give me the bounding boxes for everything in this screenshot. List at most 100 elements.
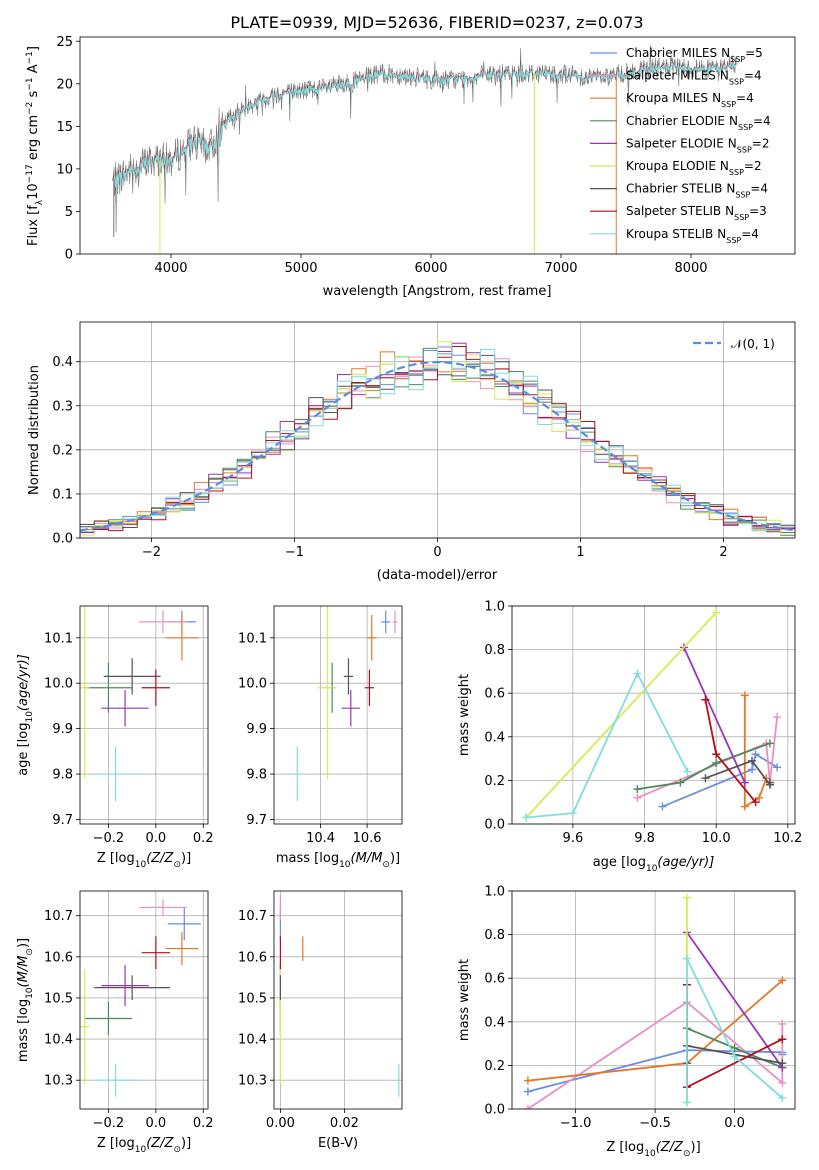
y-tick-label: 9.8	[52, 768, 73, 783]
plot-area	[290, 606, 398, 802]
mass-vs-metallicity-panel: −0.2 0.0 0.2 10.3 10.4 10.5 10.6 10.7 Z [log10(Z…	[16, 890, 214, 1155]
series-marker	[765, 739, 774, 748]
x-tick-label: 0.2	[193, 831, 214, 846]
y-tick-label: 10	[56, 162, 73, 177]
y-tick-label: 1.0	[484, 885, 505, 900]
y-tick-label: 0.6	[484, 972, 505, 987]
series-marker	[682, 893, 691, 902]
x-axis-label: (data-model)/error	[377, 568, 498, 583]
x-tick-label: −0.5	[639, 1116, 671, 1131]
legend-label: Salpeter MILES NSSP=4	[626, 69, 762, 87]
y-tick-label: 0.0	[52, 532, 73, 547]
x-axis-label: Z [log10(Z/Z⊙)]	[97, 1136, 191, 1155]
series-marker	[712, 750, 721, 759]
y-tick-label: 10.3	[238, 1074, 267, 1089]
series-marker	[712, 608, 721, 617]
series-line	[683, 647, 746, 783]
series-marker	[658, 802, 667, 811]
x-axis-label: mass [log10(M/M⊙)]	[276, 851, 400, 870]
series-line	[527, 1001, 784, 1109]
series-marker	[633, 785, 642, 794]
series-marker	[751, 798, 760, 807]
series-salpeter-elodie	[679, 643, 749, 787]
y-tick-label: 10.0	[44, 677, 73, 692]
errorbar-salpeter-stelib	[141, 936, 171, 970]
x-axis-label: age [log10(age/yr)]	[593, 855, 715, 874]
series-marker	[568, 809, 577, 818]
y-tick-label: 0.2	[484, 774, 505, 789]
y-tick-label: 0.4	[52, 355, 73, 370]
series-marker	[682, 954, 691, 963]
y-tick-label: 10.1	[44, 631, 73, 646]
series-marker	[778, 1078, 787, 1087]
errorbar-salpeter-stelib	[141, 669, 171, 706]
legend-label: Salpeter ELODIE NSSP=2	[626, 136, 769, 154]
y-tick-label: 10.5	[238, 991, 267, 1006]
series-marker	[633, 793, 642, 802]
x-tick-label: 5000	[284, 261, 317, 276]
y-tick-label: 10.7	[44, 909, 73, 924]
series-marker	[748, 756, 757, 765]
series-marker	[712, 758, 721, 767]
age-vs-metallicity-panel: −0.2 0.0 0.2 9.7 9.8 9.9 10.0 10.1 Z [log10(Z/Z⊙…	[16, 605, 214, 870]
y-tick-label: 0.0	[484, 818, 505, 833]
errorbar-chabrier-miles	[167, 907, 201, 941]
x-tick-label: 0.02	[330, 1116, 359, 1131]
series-line	[686, 931, 784, 1069]
errorbar-salpeter-miles	[392, 610, 398, 634]
y-axis-label: Flux [fλ10−17 erg cm−2 s−1 A−1]	[25, 46, 45, 246]
series-kroupa-stelib	[522, 669, 692, 822]
residual-histogram-panel: −2 −1 0 1 2 0.0 0.1 0.2 0.3 0.4 𝒩(0, 1) (data-model…	[27, 321, 796, 583]
mass-weight-vs-age-panel: 9.6 9.8 10.0 10.2 0.0 0.2 0.4 0.6 0.8 1.0 age [log…	[457, 600, 802, 875]
x-tick-label: −1.0	[560, 1116, 592, 1131]
plot-area	[80, 899, 201, 1097]
x-tick-label: −1	[285, 545, 304, 560]
series-marker	[748, 765, 757, 774]
x-tick-label: 4000	[154, 261, 187, 276]
series-marker	[523, 1105, 532, 1109]
y-tick-label: 25	[56, 35, 73, 50]
y-tick-label: 0.8	[484, 928, 505, 943]
series-line	[637, 742, 771, 790]
series-marker	[683, 767, 692, 776]
axes-frame	[511, 605, 796, 825]
legend-label: 𝒩(0, 1)	[731, 337, 775, 351]
y-tick-label: 0.3	[52, 399, 73, 414]
errorbar-chabrier-stelib	[343, 658, 354, 695]
y-tick-label: 0.2	[52, 443, 73, 458]
y-tick-label: 0.4	[484, 1015, 505, 1030]
errorbar-kroupa-stelib	[290, 746, 305, 802]
x-tick-label: −0.2	[93, 831, 125, 846]
figure-title: PLATE=0939, MJD=52636, FIBERID=0237, z=0…	[230, 13, 643, 32]
x-axis-label: wavelength [Angstrom, rest frame]	[323, 284, 552, 299]
x-tick-label: 0.00	[266, 1116, 295, 1131]
y-tick-label: 10.0	[238, 677, 267, 692]
series-marker	[740, 691, 749, 700]
y-tick-label: 0.0	[484, 1103, 505, 1118]
plot-area	[523, 893, 787, 1109]
y-tick-label: 10.3	[44, 1074, 73, 1089]
mass-vs-extinction-panel: 0.00 0.02 10.3 10.4 10.5 10.6 10.7 E(B-V)	[238, 890, 403, 1151]
x-tick-label: 9.8	[634, 831, 655, 846]
series-marker	[778, 976, 787, 985]
series-chabrier-stelib	[701, 756, 774, 789]
series-marker	[701, 695, 710, 704]
y-tick-label: 9.9	[52, 722, 73, 737]
spectrum-legend: Chabrier MILES NSSP=5 Salpeter MILES NSSP=4…	[590, 46, 771, 244]
x-tick-label: 1	[576, 545, 584, 560]
errorbar-kroupa-miles	[367, 615, 377, 661]
y-tick-label: 0.8	[484, 643, 505, 658]
histogram-step-kroupa-stelib	[80, 345, 795, 538]
y-tick-label: 5	[65, 205, 73, 220]
y-axis-label: age [log10(age/yr)]	[16, 654, 35, 776]
errorbar-salpeter-miles	[139, 899, 187, 916]
series-salpeter-stelib	[701, 695, 760, 807]
y-tick-label: 0.4	[484, 730, 505, 745]
errorbar-kroupa-elodie	[318, 606, 337, 779]
spectrum-panel: 4000 5000 6000 7000 8000 0 5 10 15 20 25 wavelength…	[25, 35, 796, 299]
series-marker	[676, 778, 685, 787]
series-marker	[523, 1087, 532, 1096]
y-tick-label: 10.6	[238, 950, 267, 965]
errorbar-kroupa-stelib	[94, 1063, 137, 1097]
